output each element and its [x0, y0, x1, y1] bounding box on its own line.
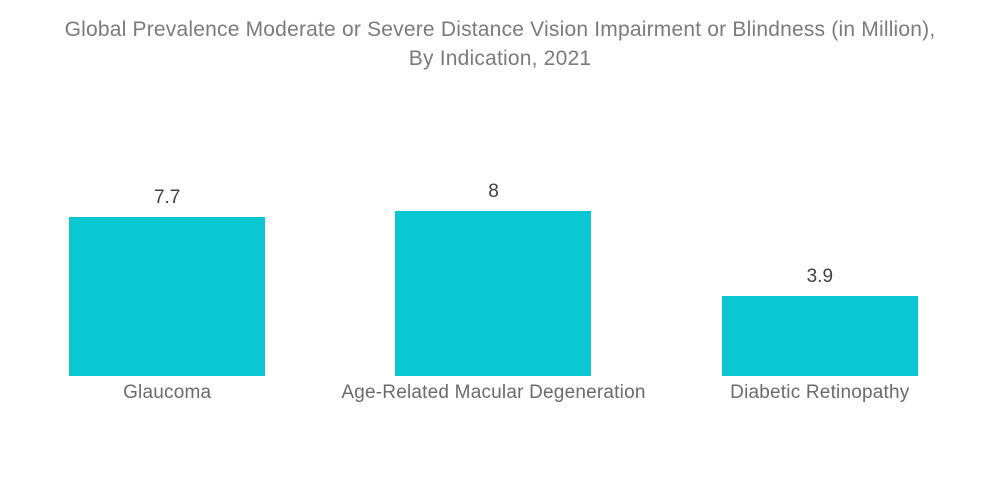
bar: [721, 295, 918, 376]
chart-title: Global Prevalence Moderate or Severe Dis…: [0, 15, 1000, 73]
bar: [69, 217, 266, 376]
category-label: Diabetic Retinopathy: [730, 382, 910, 403]
category-label: Glaucoma: [123, 382, 212, 403]
bar-value-label: 7.7: [153, 187, 181, 209]
category-label: Age-Related Macular Degeneration: [341, 382, 646, 403]
bar-chart-plot: 7.7 8 3.9: [4, 0, 983, 376]
chart-title-line1: Global Prevalence Moderate or Severe Dis…: [64, 18, 936, 41]
bar-value-label: 3.9: [806, 265, 834, 287]
chart-title-line2: By Indication, 2021: [408, 47, 592, 70]
bar-group: 7.7: [4, 187, 330, 376]
category-axis-labels: Glaucoma Age-Related Macular Degeneration…: [4, 382, 983, 404]
bar-value-label: 8: [488, 181, 499, 203]
bar: [395, 211, 592, 376]
bar-group: 3.9: [657, 266, 983, 376]
bar-group: 8: [330, 181, 656, 376]
